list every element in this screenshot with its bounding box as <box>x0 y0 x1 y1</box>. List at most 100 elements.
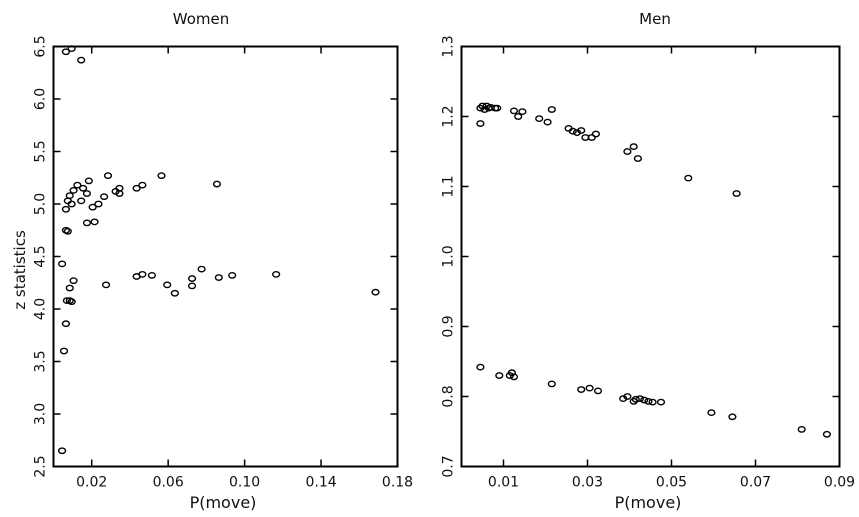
men-title: Men <box>639 10 671 28</box>
women-data-point <box>197 265 206 273</box>
women-data-point <box>157 172 166 180</box>
men-x-tick-label: 0.01 <box>488 475 519 491</box>
women-data-point <box>61 205 71 213</box>
women-data-point <box>214 274 223 281</box>
women-title: Women <box>173 10 229 28</box>
men-data-point <box>568 127 577 135</box>
women-data-point <box>59 347 69 355</box>
men-data-point <box>518 108 527 116</box>
women-x-tick-label: 0.06 <box>153 475 184 491</box>
women-y-tick-label: 5.5 <box>33 140 49 162</box>
women-data-point <box>138 270 147 278</box>
men-data-point <box>514 113 523 120</box>
women-x-tick-label: 0.02 <box>76 475 107 491</box>
women-data-point <box>61 320 71 328</box>
men-data-point <box>623 393 632 400</box>
women-data-point <box>65 192 74 200</box>
women-x-tick-label: 0.14 <box>305 475 336 491</box>
women-data-point <box>67 45 76 52</box>
women-data-point <box>73 181 82 189</box>
women-y-tick-label: 3.0 <box>33 403 49 425</box>
women-x-tick-label: 0.18 <box>382 475 413 491</box>
men-y-tick-label: 1.3 <box>441 35 457 57</box>
women-data-point <box>79 184 88 192</box>
women-y-tick-label: 4.5 <box>33 245 49 267</box>
women-data-point <box>138 181 147 189</box>
men-data-point <box>577 386 586 393</box>
women-y-tick-label: 5.0 <box>33 193 49 215</box>
women-data-point <box>228 271 237 279</box>
men-data-point <box>629 143 638 151</box>
men-data-point <box>684 174 693 182</box>
women-panel: Women z statistics P(move) 2.5 3.0 3.5 4.0 4… <box>11 10 413 512</box>
women-y-axis-label: z statistics <box>11 230 29 310</box>
men-data-point <box>593 387 603 395</box>
women-y-tick-label: 4.0 <box>33 298 49 320</box>
women-data-point <box>212 180 222 188</box>
men-data-point <box>635 395 645 402</box>
women-data-point <box>371 288 380 296</box>
men-data-point <box>495 372 504 379</box>
men-data-point <box>587 134 596 141</box>
women-y-tick-label: 6.5 <box>33 35 49 57</box>
women-data-point <box>67 298 76 306</box>
women-data-point <box>57 260 67 268</box>
women-data-point <box>103 172 113 180</box>
men-data-point <box>493 104 502 112</box>
men-points <box>476 102 832 438</box>
women-x-tick-label: 0.10 <box>229 475 260 491</box>
women-data-point <box>77 197 86 205</box>
men-panel: Men P(move) 0.7 0.8 0.9 1.0 1.1 1.2 1.3 0.01 0.0… <box>441 10 856 512</box>
women-data-point <box>115 190 124 197</box>
women-y-tick-label: 6.0 <box>33 88 49 110</box>
men-x-tick-label: 0.07 <box>740 475 771 491</box>
men-data-point <box>631 395 640 403</box>
men-data-point <box>797 425 806 433</box>
women-y-tick-label: 2.5 <box>33 455 49 477</box>
men-data-point <box>543 118 552 126</box>
men-x-tick-label: 0.09 <box>824 475 855 491</box>
women-data-point <box>100 193 109 201</box>
men-x-tick-label: 0.05 <box>656 475 687 491</box>
men-y-tick-label: 1.0 <box>441 245 457 267</box>
men-data-point <box>822 430 832 438</box>
women-data-point <box>69 277 78 285</box>
men-y-tick-label: 1.2 <box>441 105 457 127</box>
women-data-point <box>69 186 78 194</box>
women-data-point <box>170 289 179 297</box>
women-points <box>57 45 380 455</box>
men-data-point <box>648 398 657 406</box>
women-data-point <box>65 284 74 292</box>
women-data-point <box>77 56 86 64</box>
women-data-point <box>82 190 92 197</box>
men-data-point <box>509 107 519 115</box>
men-data-point <box>623 148 632 155</box>
women-data-point <box>84 177 93 185</box>
men-data-point <box>476 120 485 127</box>
men-data-point <box>547 106 556 113</box>
men-data-point <box>732 190 741 197</box>
women-data-point <box>147 271 157 279</box>
women-data-point <box>94 200 103 208</box>
women-data-point <box>63 227 72 235</box>
men-data-point <box>577 127 586 134</box>
men-y-tick-label: 0.9 <box>441 315 457 337</box>
men-data-point <box>640 396 649 404</box>
men-data-point <box>707 409 716 416</box>
men-x-axis-label: P(move) <box>615 493 682 512</box>
women-data-point <box>272 270 281 278</box>
women-data-point <box>82 219 92 227</box>
men-data-point <box>728 413 737 421</box>
men-data-point <box>591 130 601 138</box>
women-data-point <box>187 282 197 290</box>
men-ticks: 0.7 0.8 0.9 1.0 1.1 1.2 1.3 0.01 0.03 0.05 0.07 0.0… <box>441 35 856 490</box>
men-y-tick-label: 1.1 <box>441 175 457 197</box>
women-data-point <box>163 281 172 289</box>
women-y-tick-label: 3.5 <box>33 350 49 372</box>
women-data-point <box>132 184 141 192</box>
women-data-point <box>61 48 71 56</box>
men-data-point <box>547 380 556 388</box>
women-x-axis-label: P(move) <box>190 493 257 512</box>
men-data-point <box>633 155 643 162</box>
